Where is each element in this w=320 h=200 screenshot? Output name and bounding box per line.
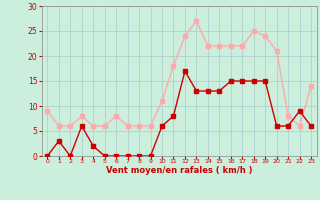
X-axis label: Vent moyen/en rafales ( km/h ): Vent moyen/en rafales ( km/h )	[106, 166, 252, 175]
